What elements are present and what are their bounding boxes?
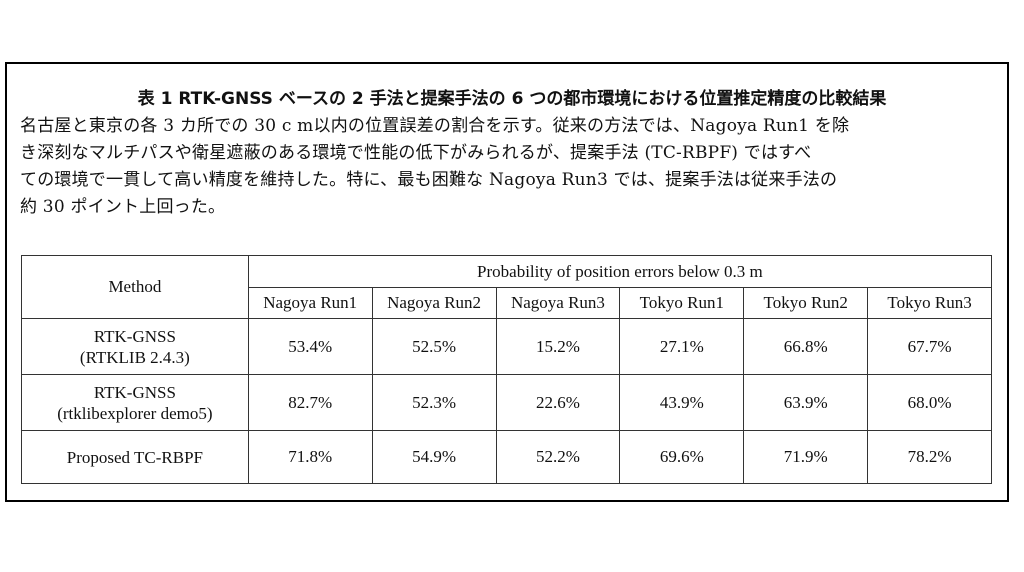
value-cell-best: 82.7% bbox=[247, 374, 373, 431]
value-cell: 43.9% bbox=[619, 374, 745, 431]
value-cell: 68.0% bbox=[867, 374, 992, 431]
column-header: Tokyo Run1 bbox=[619, 287, 745, 319]
value-cell: 15.2% bbox=[495, 318, 621, 375]
method-name: Proposed TC-RBPF bbox=[66, 447, 203, 467]
table-row: RTK-GNSS (rtklibexplorer demo5) 82.7% 52… bbox=[21, 374, 992, 431]
method-version: (rtklibexplorer demo5) bbox=[57, 403, 213, 423]
method-cell: RTK-GNSS (rtklibexplorer demo5) bbox=[21, 374, 249, 431]
value-cell-best: 69.6% bbox=[619, 430, 745, 484]
method-cell: Proposed TC-RBPF bbox=[21, 430, 249, 484]
value-cell: 66.8% bbox=[743, 318, 869, 375]
column-header: Nagoya Run3 bbox=[495, 287, 621, 319]
results-table: Method Probability of position errors be… bbox=[21, 255, 993, 484]
caption-line: ての環境で一貫して高い精度を維持した。特に、最も困難な Nagoya Run3 … bbox=[20, 170, 838, 190]
table-caption-title: 表 1 RTK-GNSS ベースの 2 手法と提案手法の 6 つの都市環境におけ… bbox=[137, 89, 887, 109]
group-header: Probability of position errors below 0.3… bbox=[247, 255, 993, 288]
table-header-row: Method Probability of position errors be… bbox=[21, 255, 993, 319]
method-name: RTK-GNSS bbox=[93, 382, 176, 402]
caption-line: き深刻なマルチパスや衛星遮蔽のある環境で性能の低下がみられるが、提案手法 (TC… bbox=[20, 143, 812, 163]
column-header: Nagoya Run2 bbox=[371, 287, 497, 319]
value-cell-best: 78.2% bbox=[867, 430, 992, 484]
value-cell: 53.4% bbox=[247, 318, 373, 375]
caption-line: 約 30 ポイント上回った。 bbox=[20, 197, 226, 217]
method-version: (RTKLIB 2.4.3) bbox=[79, 347, 190, 367]
table-row: RTK-GNSS (RTKLIB 2.4.3) 53.4% 52.5% 15.2… bbox=[21, 318, 992, 375]
value-cell-best: 54.9% bbox=[371, 430, 497, 484]
column-header: Nagoya Run1 bbox=[247, 287, 373, 319]
value-cell: 52.3% bbox=[371, 374, 497, 431]
value-cell: 27.1% bbox=[619, 318, 745, 375]
value-cell: 63.9% bbox=[743, 374, 869, 431]
table-row: Proposed TC-RBPF 71.8% 54.9% 52.2% 69.6%… bbox=[21, 430, 992, 484]
caption-line: 名古屋と東京の各 3 カ所での 30 c m以内の位置誤差の割合を示す。従来の方… bbox=[20, 116, 850, 136]
value-cell: 52.5% bbox=[371, 318, 497, 375]
method-name: RTK-GNSS bbox=[93, 326, 176, 346]
column-header: Tokyo Run3 bbox=[867, 287, 992, 319]
column-header: Tokyo Run2 bbox=[743, 287, 869, 319]
method-header: Method bbox=[21, 255, 249, 319]
value-cell-best: 52.2% bbox=[495, 430, 621, 484]
value-cell: 67.7% bbox=[867, 318, 992, 375]
value-cell-best: 71.9% bbox=[743, 430, 869, 484]
value-cell: 22.6% bbox=[495, 374, 621, 431]
method-cell: RTK-GNSS (RTKLIB 2.4.3) bbox=[21, 318, 249, 375]
value-cell: 71.8% bbox=[247, 430, 373, 484]
table-caption-body: 名古屋と東京の各 3 カ所での 30 c m以内の位置誤差の割合を示す。従来の方… bbox=[20, 113, 1008, 221]
